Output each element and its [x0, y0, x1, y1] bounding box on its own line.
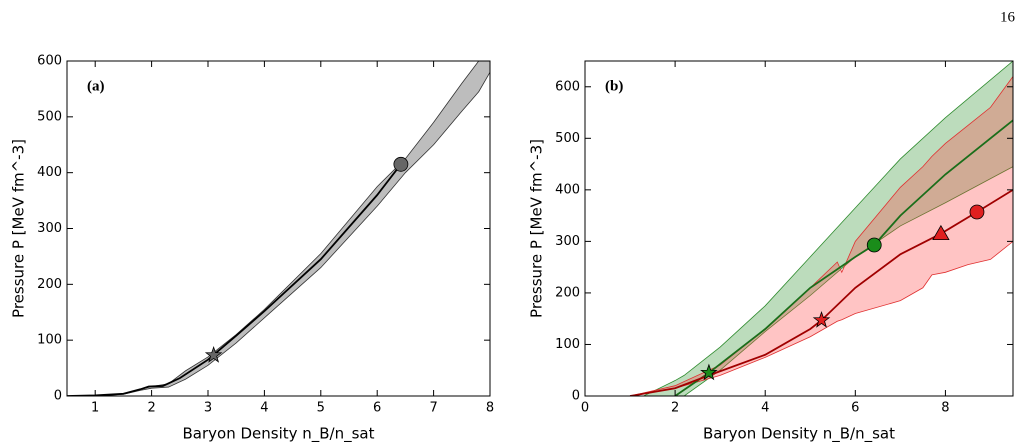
plot-area [629, 61, 1013, 396]
band [643, 61, 1013, 396]
y-tick-label: 600 [37, 54, 62, 69]
x-tick-label: 5 [317, 401, 325, 416]
marker-triangle [932, 224, 950, 241]
y-axis-label: Pressure P [MeV fm^-3] [528, 139, 546, 318]
y-tick-label: 400 [555, 182, 580, 197]
x-tick-label: 8 [486, 401, 494, 416]
y-tick-label: 200 [37, 277, 62, 292]
y-tick-label: 300 [37, 221, 62, 236]
line [674, 119, 1013, 396]
marker-circle [393, 156, 409, 172]
x-tick-label: 0 [581, 401, 589, 416]
x-tick-label: 2 [147, 401, 155, 416]
marker-star [204, 346, 223, 363]
x-axis-label: Baryon Density n_B/n_sat [182, 425, 374, 444]
x-tick-label: 6 [373, 401, 381, 416]
marker-circle [969, 204, 985, 220]
x-tick-label: 3 [204, 401, 212, 416]
plot-area [67, 61, 490, 396]
page-number: 16 [1000, 9, 1016, 25]
y-axis-label: Pressure P [MeV fm^-3] [10, 139, 28, 318]
y-tick-label: 600 [555, 79, 580, 94]
y-tick-label: 100 [37, 333, 62, 348]
x-tick-label: 4 [761, 401, 769, 416]
y-tick-label: 400 [37, 165, 62, 180]
line [67, 163, 402, 396]
x-tick-label: 8 [941, 401, 949, 416]
panel-label: (a) [87, 78, 105, 94]
y-tick-label: 200 [555, 285, 580, 300]
axes-frame [66, 60, 491, 397]
y-tick-label: 300 [555, 234, 580, 249]
y-tick-label: 100 [555, 337, 580, 352]
marker-circle [866, 237, 882, 253]
axes-frame [584, 60, 1014, 397]
x-axis-label: Baryon Density n_B/n_sat [703, 425, 895, 444]
marker-star [700, 363, 718, 381]
y-tick-label: 500 [555, 131, 580, 146]
y-tick-label: 0 [54, 389, 62, 404]
x-tick-label: 2 [671, 401, 679, 416]
x-tick-label: 7 [429, 401, 437, 416]
x-tick-label: 4 [260, 401, 268, 416]
marker-star [812, 311, 831, 328]
band [67, 61, 490, 396]
x-tick-label: 6 [851, 401, 859, 416]
panel-label: (b) [605, 78, 623, 94]
y-tick-label: 0 [572, 389, 580, 404]
y-tick-label: 500 [37, 109, 62, 124]
x-tick-label: 1 [91, 401, 99, 416]
